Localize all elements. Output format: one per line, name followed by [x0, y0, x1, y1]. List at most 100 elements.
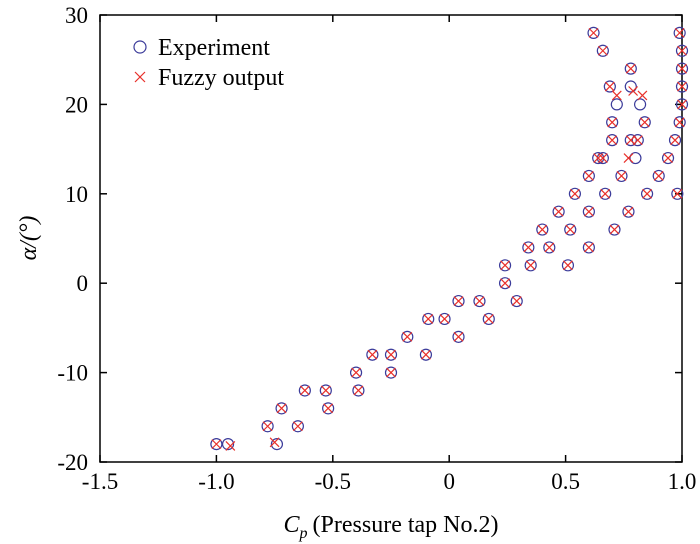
fuzzy-output-point: [583, 242, 594, 253]
fuzzy-output-point: [351, 367, 362, 378]
experiment-point: [638, 116, 651, 129]
experiment-point: [522, 241, 535, 254]
experiment-point: [631, 134, 644, 147]
fuzzy-output-point: [423, 314, 434, 324]
experiment-point: [582, 169, 595, 183]
fuzzy-output-point: [386, 349, 396, 360]
x-tick-label: -1.0: [198, 469, 234, 494]
x-tick-label: -0.5: [315, 469, 351, 494]
y-tick-label: 30: [65, 3, 88, 28]
fuzzy-output-point: [563, 260, 573, 271]
experiment-point: [291, 420, 304, 433]
legend-experiment-label: Experiment: [158, 35, 270, 61]
plot-frame: [99, 14, 683, 463]
fuzzy-output-point: [402, 331, 413, 342]
fuzzy-output-point: [353, 385, 364, 396]
experiment-point: [524, 259, 537, 272]
x-tick-label: 0: [443, 469, 455, 494]
experiment-point: [438, 312, 451, 326]
fuzzy-output-point: [672, 188, 683, 199]
fuzzy-output-point: [569, 188, 580, 199]
experiment-point: [661, 151, 675, 165]
experiment-point: [270, 438, 284, 451]
fuzzy-output-point: [439, 314, 450, 324]
experiment-point: [261, 420, 274, 433]
experiment-point: [624, 134, 637, 147]
fuzzy-output-point: [611, 90, 622, 101]
fuzzy-output-point: [523, 242, 534, 253]
experiment-point: [615, 169, 628, 183]
x-tick-label: 0.5: [551, 469, 580, 494]
experiment-point: [673, 26, 686, 39]
fuzzy-output-point: [593, 153, 604, 163]
experiment-point: [384, 366, 398, 379]
y-tick-label: 0: [77, 271, 89, 296]
experiment-point: [452, 294, 465, 308]
legend-fuzzy-label: Fuzzy output: [158, 65, 284, 91]
legend-experiment-marker: [133, 40, 147, 54]
experiment-point: [606, 134, 619, 147]
fuzzy-output-point: [323, 403, 334, 414]
fuzzy-output-point: [639, 117, 650, 128]
fuzzy-output-point: [597, 45, 608, 56]
fuzzy-output-point: [583, 206, 594, 217]
experiment-point: [599, 187, 612, 200]
experiment-point: [473, 294, 486, 308]
fuzzy-output-point: [320, 385, 331, 396]
experiment-point: [401, 330, 414, 343]
fuzzy-output-point: [225, 440, 236, 451]
experiment-point: [210, 438, 223, 451]
experiment-point: [384, 348, 398, 361]
fuzzy-output-point: [565, 224, 576, 235]
data-markers: [210, 26, 689, 451]
experiment-point: [675, 98, 689, 111]
fuzzy-output-point: [544, 242, 555, 253]
experiment-point: [675, 80, 689, 93]
fuzzy-output-point: [525, 260, 536, 271]
experiment-point: [610, 98, 623, 111]
axis-tick-labels: -1.5 -1.0 -0.5 0 0.5 1.0 -20 -10 0 10 20 30: [57, 3, 696, 494]
experiment-point: [652, 169, 665, 183]
fuzzy-output-point: [453, 331, 464, 342]
fuzzy-output-point: [616, 170, 627, 181]
fuzzy-output-point: [583, 170, 594, 181]
y-axis-title: α/(°): [16, 216, 42, 261]
experiment-point: [552, 205, 565, 218]
fuzzy-output-point: [276, 403, 287, 414]
fuzzy-output-point: [677, 63, 687, 74]
fuzzy-output-point: [625, 135, 636, 146]
y-tick-label: 20: [65, 92, 88, 117]
fuzzy-output-point: [607, 117, 618, 128]
fuzzy-output-point: [637, 90, 648, 101]
experiment-point: [622, 205, 635, 218]
experiment-point: [624, 62, 637, 75]
fuzzy-output-point: [623, 153, 634, 163]
experiment-point: [640, 187, 654, 200]
experiment-point: [352, 384, 365, 397]
fuzzy-output-point: [628, 86, 639, 96]
y-tick-label: -20: [57, 450, 88, 475]
experiment-point: [498, 259, 512, 272]
experiment-point: [668, 134, 682, 147]
experiment-point: [608, 223, 621, 236]
experiment-point: [536, 223, 549, 236]
fuzzy-output-point: [677, 99, 687, 110]
experiment-point: [322, 402, 335, 415]
experiment-point: [675, 44, 689, 57]
x-tick-label: -1.5: [82, 469, 118, 494]
fuzzy-output-point: [269, 437, 280, 448]
fuzzy-output-point: [474, 296, 485, 307]
fuzzy-output-point: [607, 135, 618, 146]
fuzzy-output-point: [674, 27, 685, 38]
experiment-point: [221, 438, 235, 451]
fuzzy-output-point: [609, 224, 620, 235]
experiment-point: [671, 187, 684, 200]
fuzzy-output-point: [500, 278, 510, 289]
experiment-point: [606, 116, 619, 129]
fuzzy-output-point: [386, 367, 396, 378]
experiment-point: [675, 62, 689, 75]
experiment-point: [419, 348, 433, 361]
fuzzy-output-point: [674, 117, 685, 128]
fuzzy-output-point: [262, 421, 273, 432]
experiment-point: [366, 348, 379, 361]
